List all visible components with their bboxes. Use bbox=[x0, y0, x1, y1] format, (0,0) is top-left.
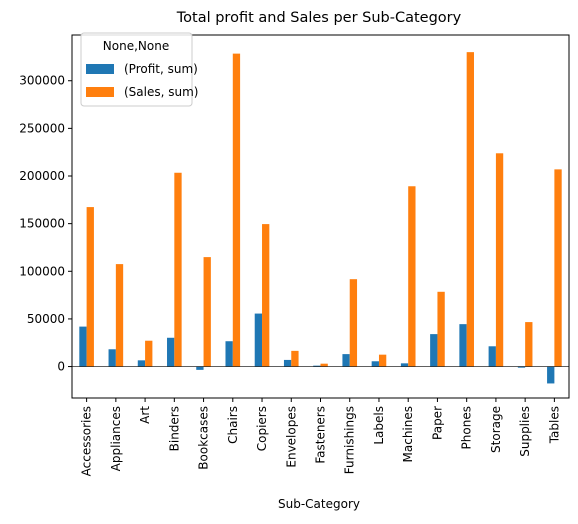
bar-profit-accessories bbox=[79, 326, 87, 367]
y-tick-label: 300000 bbox=[19, 74, 65, 88]
legend-swatch-profit bbox=[86, 64, 114, 74]
bar-sales-copiers bbox=[262, 224, 270, 367]
bar-sales-phones bbox=[466, 52, 474, 367]
bars-layer bbox=[79, 52, 562, 384]
bar-sales-labels bbox=[378, 354, 387, 367]
legend-title: None,None bbox=[103, 39, 169, 53]
legend-label-profit: (Profit, sum) bbox=[124, 62, 198, 76]
bar-profit-paper bbox=[430, 334, 438, 367]
legend-swatch-sales bbox=[86, 87, 114, 97]
y-axis: 0 50000 100000 150000 200000 250000 300000 bbox=[19, 74, 72, 374]
x-tick-label-supplies: Supplies bbox=[518, 406, 532, 457]
bar-profit-copiers bbox=[254, 313, 263, 367]
bar-sales-binders bbox=[174, 172, 182, 367]
x-axis: Accessories Appliances Art Binders Bookcases… bbox=[80, 398, 561, 476]
legend-label-sales: (Sales, sum) bbox=[124, 85, 198, 99]
x-tick-label-bookcases: Bookcases bbox=[197, 406, 211, 470]
x-tick-label-art: Art bbox=[138, 406, 152, 424]
bar-profit-fasteners bbox=[313, 365, 321, 367]
chart-title: Total profit and Sales per Sub-Category bbox=[176, 10, 462, 26]
bar-sales-machines bbox=[408, 186, 416, 367]
bar-sales-tables bbox=[554, 169, 562, 367]
x-tick-label-copiers: Copiers bbox=[255, 406, 269, 451]
bar-profit-envelopes bbox=[283, 359, 292, 367]
x-tick-label-tables: Tables bbox=[547, 406, 561, 444]
bar-profit-phones bbox=[459, 324, 467, 367]
x-tick-label-accessories: Accessories bbox=[80, 406, 94, 476]
x-tick-label-binders: Binders bbox=[167, 406, 181, 451]
x-tick-label-chairs: Chairs bbox=[226, 406, 240, 444]
bar-profit-labels bbox=[371, 361, 379, 367]
bar-profit-chairs bbox=[225, 341, 233, 367]
x-tick-label-phones: Phones bbox=[460, 406, 474, 449]
x-axis-label: Sub-Category bbox=[278, 497, 360, 511]
bar-profit-art bbox=[137, 360, 146, 367]
bar-sales-storage bbox=[495, 153, 504, 367]
bar-profit-furnishings bbox=[342, 354, 350, 367]
legend: None,None (Profit, sum) (Sales, sum) bbox=[80, 32, 198, 107]
y-tick-label: 150000 bbox=[19, 217, 65, 231]
x-tick-label-labels: Labels bbox=[372, 406, 386, 445]
bar-sales-appliances bbox=[115, 264, 124, 367]
bar-sales-chairs bbox=[232, 53, 241, 367]
bar-profit-supplies bbox=[517, 366, 526, 368]
bar-profit-storage bbox=[488, 346, 496, 367]
bar-sales-supplies bbox=[525, 322, 533, 367]
x-tick-label-envelopes: Envelopes bbox=[284, 406, 298, 468]
x-tick-label-fasteners: Fasteners bbox=[314, 406, 328, 464]
bar-profit-tables bbox=[547, 366, 555, 384]
bar-profit-machines bbox=[400, 363, 409, 367]
x-tick-label-machines: Machines bbox=[401, 406, 415, 462]
bar-profit-binders bbox=[167, 337, 175, 367]
x-tick-label-appliances: Appliances bbox=[109, 406, 123, 471]
bar-sales-fasteners bbox=[320, 363, 328, 367]
bar-sales-furnishings bbox=[349, 279, 358, 367]
bar-sales-accessories bbox=[86, 207, 94, 367]
x-tick-label-paper: Paper bbox=[430, 406, 444, 440]
y-tick-label: 50000 bbox=[27, 312, 65, 326]
y-tick-label: 200000 bbox=[19, 169, 65, 183]
y-tick-label: 0 bbox=[57, 360, 65, 374]
bar-sales-art bbox=[145, 340, 153, 367]
y-tick-label: 250000 bbox=[19, 121, 65, 135]
x-tick-label-furnishings: Furnishings bbox=[343, 406, 357, 474]
x-tick-label-storage: Storage bbox=[489, 406, 503, 453]
bar-profit-bookcases bbox=[196, 366, 204, 370]
bar-sales-bookcases bbox=[203, 257, 211, 367]
bar-profit-appliances bbox=[108, 349, 116, 367]
bar-sales-envelopes bbox=[291, 350, 299, 367]
bar-sales-paper bbox=[437, 291, 445, 367]
y-tick-label: 100000 bbox=[19, 264, 65, 278]
